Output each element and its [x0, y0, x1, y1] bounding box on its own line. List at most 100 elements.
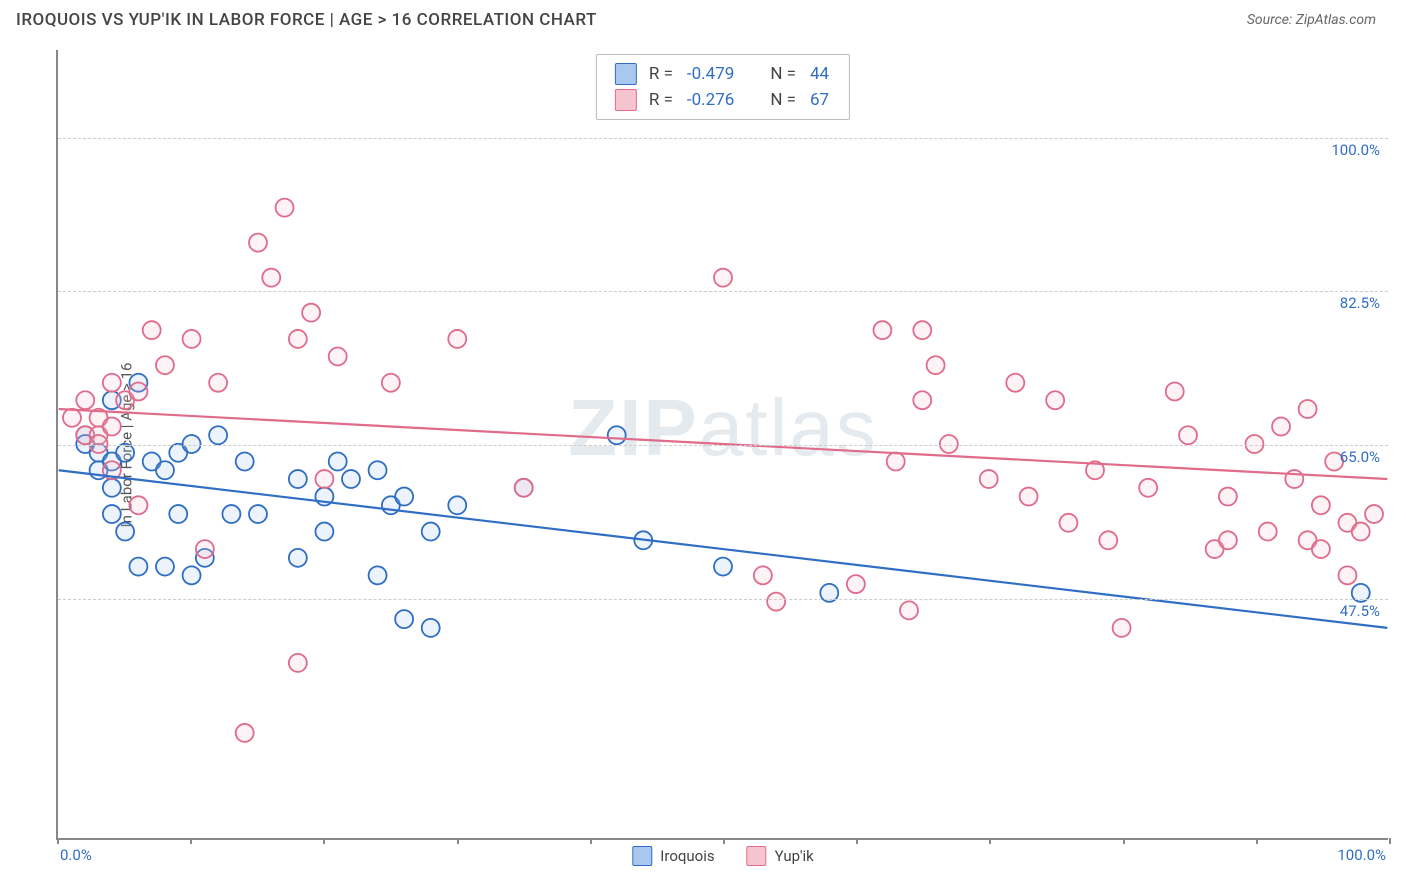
data-point: [276, 199, 294, 217]
stat-r-label: R =: [649, 90, 673, 110]
data-point: [289, 470, 307, 488]
data-point: [129, 382, 147, 400]
data-point: [103, 505, 121, 523]
y-tick-label: 47.5%: [1340, 602, 1380, 620]
data-point: [196, 540, 214, 558]
data-point: [422, 619, 440, 637]
data-point: [873, 321, 891, 339]
gridline: [58, 599, 1388, 600]
data-point: [913, 391, 931, 409]
x-axis-max-label: 100.0%: [1337, 846, 1386, 864]
data-point: [116, 444, 134, 462]
data-point: [262, 269, 280, 287]
y-tick-label: 100.0%: [1331, 141, 1380, 159]
data-point: [1245, 435, 1263, 453]
data-point: [1179, 426, 1197, 444]
chart-container: In Labor Force | Age > 16 ZIPatlas R =-0…: [38, 50, 1388, 840]
data-point: [90, 409, 108, 427]
trend-line: [59, 409, 1388, 479]
stat-r-label: R =: [649, 64, 673, 84]
data-point: [342, 470, 360, 488]
data-point: [1299, 531, 1317, 549]
stat-n-label: N =: [770, 90, 796, 110]
legend-item: Yup'ik: [747, 846, 814, 866]
x-tick: [1256, 838, 1258, 844]
data-point: [1219, 531, 1237, 549]
legend-swatch: [747, 846, 767, 866]
data-point: [1352, 523, 1370, 541]
data-point: [1259, 523, 1277, 541]
data-point: [1272, 418, 1290, 436]
data-point: [209, 426, 227, 444]
data-point: [249, 505, 267, 523]
data-point: [90, 435, 108, 453]
data-point: [156, 356, 174, 374]
data-point: [236, 724, 254, 742]
data-point: [1219, 488, 1237, 506]
data-point: [236, 453, 254, 471]
data-point: [1086, 461, 1104, 479]
data-point: [289, 654, 307, 672]
x-axis-min-label: 0.0%: [60, 846, 92, 864]
stat-row: R =-0.479N =44: [615, 61, 831, 87]
stat-n-label: N =: [770, 64, 796, 84]
data-point: [927, 356, 945, 374]
legend-item: Iroquois: [632, 846, 714, 866]
data-point: [1338, 514, 1356, 532]
stat-row: R =-0.276N =67: [615, 87, 831, 113]
data-point: [222, 505, 240, 523]
data-point: [980, 470, 998, 488]
stat-n-value: 44: [810, 64, 829, 84]
plot-area: ZIPatlas R =-0.479N =44R =-0.276N =67 0.…: [56, 50, 1388, 840]
data-point: [129, 374, 147, 392]
data-point: [183, 435, 201, 453]
data-point: [76, 426, 94, 444]
data-point: [395, 610, 413, 628]
data-point: [369, 566, 387, 584]
bottom-legend: Iroquois Yup'ik: [632, 846, 813, 866]
data-point: [209, 374, 227, 392]
x-tick: [190, 838, 192, 844]
data-point: [847, 575, 865, 593]
legend-swatch: [615, 89, 637, 111]
watermark: ZIPatlas: [568, 382, 877, 474]
data-point: [1046, 391, 1064, 409]
data-point: [887, 453, 905, 471]
data-point: [129, 496, 147, 514]
data-point: [90, 426, 108, 444]
data-point: [183, 330, 201, 348]
legend-swatch: [632, 846, 652, 866]
stat-r-value: -0.276: [687, 90, 734, 110]
data-point: [515, 479, 533, 497]
data-point: [90, 444, 108, 462]
data-point: [143, 321, 161, 339]
data-point: [315, 470, 333, 488]
data-point: [767, 593, 785, 611]
gridline: [58, 445, 1388, 446]
data-point: [156, 461, 174, 479]
data-point: [1020, 488, 1038, 506]
data-point: [76, 435, 94, 453]
data-point: [289, 549, 307, 567]
data-point: [103, 418, 121, 436]
data-point: [1299, 400, 1317, 418]
data-point: [608, 426, 626, 444]
data-point: [103, 461, 121, 479]
data-point: [754, 566, 772, 584]
data-point: [129, 558, 147, 576]
data-point: [940, 435, 958, 453]
data-point: [1139, 479, 1157, 497]
data-point: [1166, 382, 1184, 400]
x-tick: [1123, 838, 1125, 844]
y-tick-label: 82.5%: [1340, 294, 1380, 312]
data-point: [76, 391, 94, 409]
data-point: [196, 549, 214, 567]
legend-label: Yup'ik: [775, 847, 814, 865]
data-point: [329, 453, 347, 471]
data-point: [156, 558, 174, 576]
data-point: [900, 601, 918, 619]
x-tick: [323, 838, 325, 844]
data-point: [382, 374, 400, 392]
data-point: [76, 426, 94, 444]
data-point: [63, 409, 81, 427]
